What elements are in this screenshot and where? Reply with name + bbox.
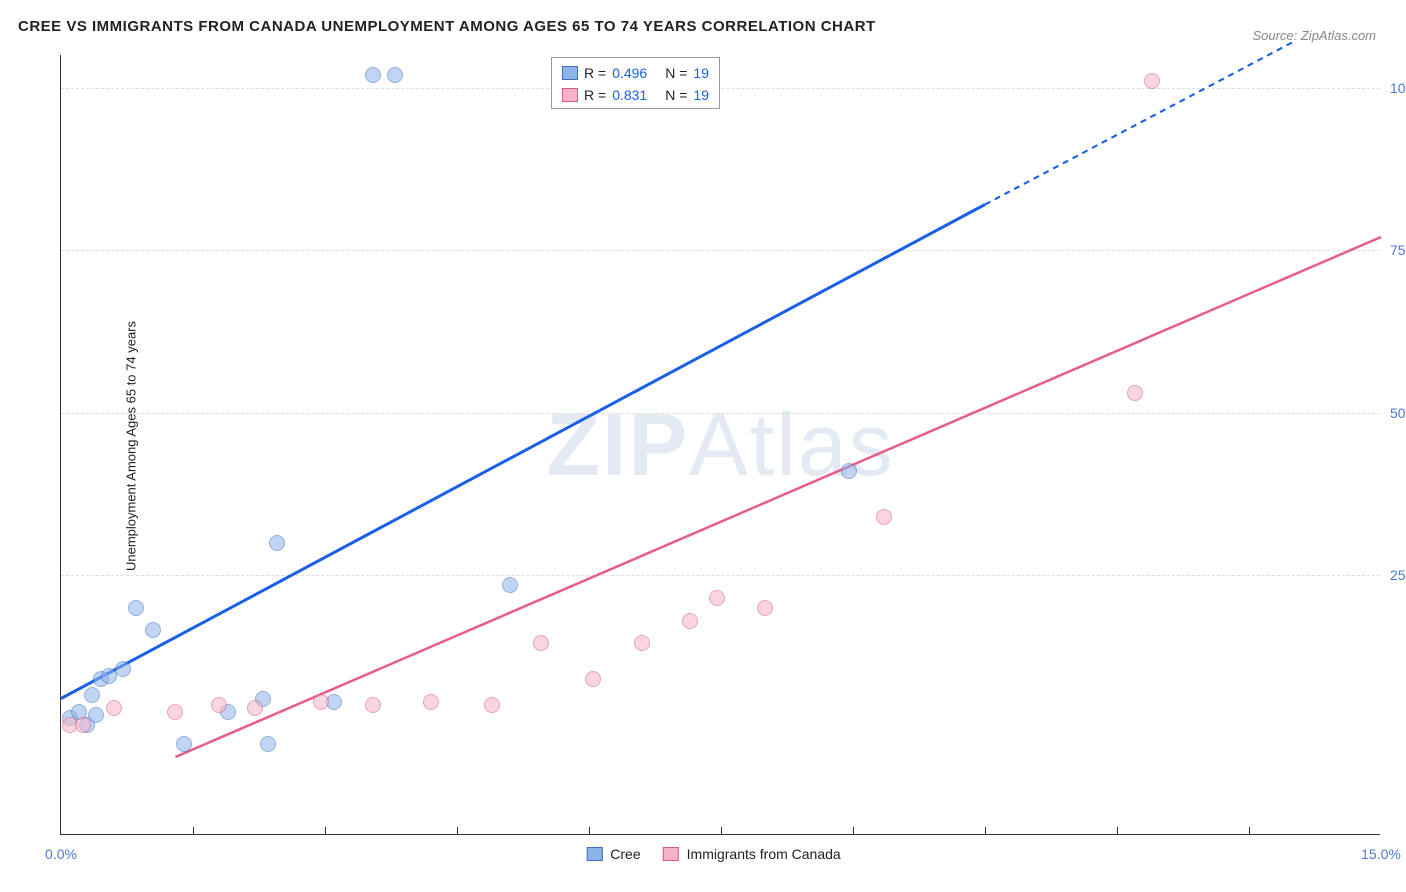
- data-point: [260, 736, 276, 752]
- data-point: [128, 600, 144, 616]
- chart-title: CREE VS IMMIGRANTS FROM CANADA UNEMPLOYM…: [18, 18, 876, 35]
- trend-lines-layer: [61, 55, 1380, 834]
- data-point: [211, 697, 227, 713]
- stats-row: R = 0.496 N = 19: [562, 62, 709, 84]
- data-point: [533, 635, 549, 651]
- data-point: [269, 535, 285, 551]
- stats-legend-box: R = 0.496 N = 19 R = 0.831 N = 19: [551, 57, 720, 109]
- data-point: [709, 590, 725, 606]
- data-point: [634, 635, 650, 651]
- y-tick-label: 100.0%: [1390, 80, 1406, 96]
- plot-area: ZIPAtlas R =0.496N =19R =0.831N =19 Cree…: [60, 55, 1380, 835]
- stats-row: R = 0.831 N = 19: [562, 84, 709, 106]
- data-point: [387, 67, 403, 83]
- y-tick-label: 75.0%: [1390, 242, 1406, 258]
- data-point: [115, 661, 131, 677]
- data-point: [502, 577, 518, 593]
- legend-swatch: [586, 847, 602, 861]
- chart-container: CREE VS IMMIGRANTS FROM CANADA UNEMPLOYM…: [0, 0, 1406, 892]
- data-point: [365, 697, 381, 713]
- data-point: [75, 717, 91, 733]
- legend-label: Cree: [610, 846, 640, 862]
- data-point: [145, 622, 161, 638]
- stat-r-label: R =: [584, 65, 606, 81]
- data-point: [423, 694, 439, 710]
- x-tick-label: 15.0%: [1361, 846, 1401, 862]
- data-point: [1144, 73, 1160, 89]
- legend-swatch: [562, 88, 578, 102]
- data-point: [88, 707, 104, 723]
- data-point: [757, 600, 773, 616]
- data-point: [365, 67, 381, 83]
- data-point: [247, 700, 263, 716]
- stat-n-value: 19: [693, 65, 709, 81]
- stat-r-label: R =: [584, 87, 606, 103]
- data-point: [167, 704, 183, 720]
- legend-swatch: [562, 66, 578, 80]
- data-point: [84, 687, 100, 703]
- data-point: [876, 509, 892, 525]
- stat-n-label: N =: [665, 87, 687, 103]
- data-point: [585, 671, 601, 687]
- stat-r-value: 0.496: [612, 65, 647, 81]
- legend-label: Immigrants from Canada: [687, 846, 841, 862]
- data-point: [484, 697, 500, 713]
- source-label: Source: ZipAtlas.com: [1252, 28, 1376, 43]
- data-point: [841, 463, 857, 479]
- x-tick-label: 0.0%: [45, 846, 77, 862]
- y-tick-label: 50.0%: [1390, 405, 1406, 421]
- stat-n-value: 19: [693, 87, 709, 103]
- data-point: [176, 736, 192, 752]
- trend-line: [61, 205, 985, 699]
- trend-line-extrapolated: [985, 42, 1293, 205]
- stat-n-label: N =: [665, 65, 687, 81]
- y-tick-label: 25.0%: [1390, 567, 1406, 583]
- legend-swatch: [663, 847, 679, 861]
- data-point: [313, 694, 329, 710]
- data-point: [682, 613, 698, 629]
- data-point: [1127, 385, 1143, 401]
- bottom-legend: Cree Immigrants from Canada: [586, 846, 854, 862]
- data-point: [106, 700, 122, 716]
- stat-r-value: 0.831: [612, 87, 647, 103]
